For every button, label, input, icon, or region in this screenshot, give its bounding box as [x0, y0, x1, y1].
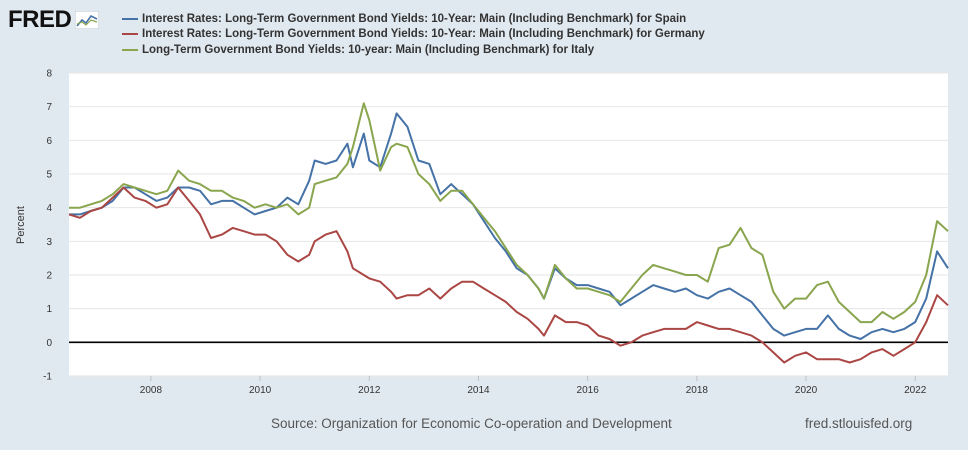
x-tick-label: 2018: [686, 385, 709, 396]
chart-legend: Interest Rates: Long-Term Government Bon…: [122, 11, 705, 58]
y-axis-labels: -1 0 1 2 3 4 5 6 7 8: [43, 69, 52, 383]
series-line-italy[interactable]: [69, 102, 949, 324]
fred-logo[interactable]: FRED: [8, 6, 100, 33]
source-note: Source: Organization for Economic Co-ope…: [271, 416, 672, 431]
y-tick-label: 8: [46, 69, 52, 80]
x-tick-label: 2016: [577, 385, 600, 396]
y-tick-label: 5: [46, 170, 52, 181]
legend-label-spain: Interest Rates: Long-Term Government Bon…: [142, 12, 687, 25]
legend-item-spain[interactable]: Interest Rates: Long-Term Government Bon…: [122, 11, 705, 27]
y-tick-label: 1: [46, 304, 52, 315]
legend-label-italy: Long-Term Government Bond Yields: 10-yea…: [142, 43, 595, 56]
line-chart: -1 0 1 2 3 4 5 6 7 8 2008 2010 2012 2014 2016 2018 2020…: [15, 69, 949, 396]
legend-item-germany[interactable]: Interest Rates: Long-Term Government Bon…: [122, 27, 705, 43]
legend-label-germany: Interest Rates: Long-Term Government Bon…: [142, 28, 705, 41]
y-tick-label: 7: [46, 102, 52, 113]
legend-swatch-germany: [122, 33, 138, 36]
x-tick-label: 2020: [795, 385, 818, 396]
y-axis-title: Percent: [15, 206, 27, 244]
x-tick-label: 2014: [467, 385, 490, 396]
legend-swatch-spain: [122, 17, 138, 20]
x-tick-label: 2022: [904, 385, 927, 396]
series-lines: [68, 102, 949, 364]
y-tick-label: 3: [46, 237, 52, 248]
y-tick-label: 6: [46, 136, 52, 147]
y-tick-label: 4: [46, 203, 52, 214]
fred-logo-text: FRED: [8, 6, 72, 33]
chart-header: FRED Interest Rates: Long-Term Governmen…: [0, 0, 968, 64]
legend-item-italy[interactable]: Long-Term Government Bond Yields: 10-yea…: [122, 42, 705, 58]
y-tick-label: 2: [46, 271, 52, 282]
site-link[interactable]: fred.stlouisfed.org: [805, 416, 913, 431]
x-tick-label: 2012: [358, 385, 381, 396]
x-tick-label: 2010: [249, 385, 272, 396]
series-line-germany[interactable]: [68, 186, 949, 364]
plot-area: [69, 73, 948, 376]
fred-graph-icon: [75, 11, 100, 29]
y-tick-label: -1: [43, 372, 52, 383]
x-tick-label: 2008: [140, 385, 163, 396]
x-axis-labels: 2008 2010 2012 2014 2016 2018 2020 2022: [140, 385, 927, 396]
legend-swatch-italy: [122, 48, 138, 51]
series-line-spain[interactable]: [69, 112, 949, 340]
y-tick-label: 0: [46, 338, 52, 349]
